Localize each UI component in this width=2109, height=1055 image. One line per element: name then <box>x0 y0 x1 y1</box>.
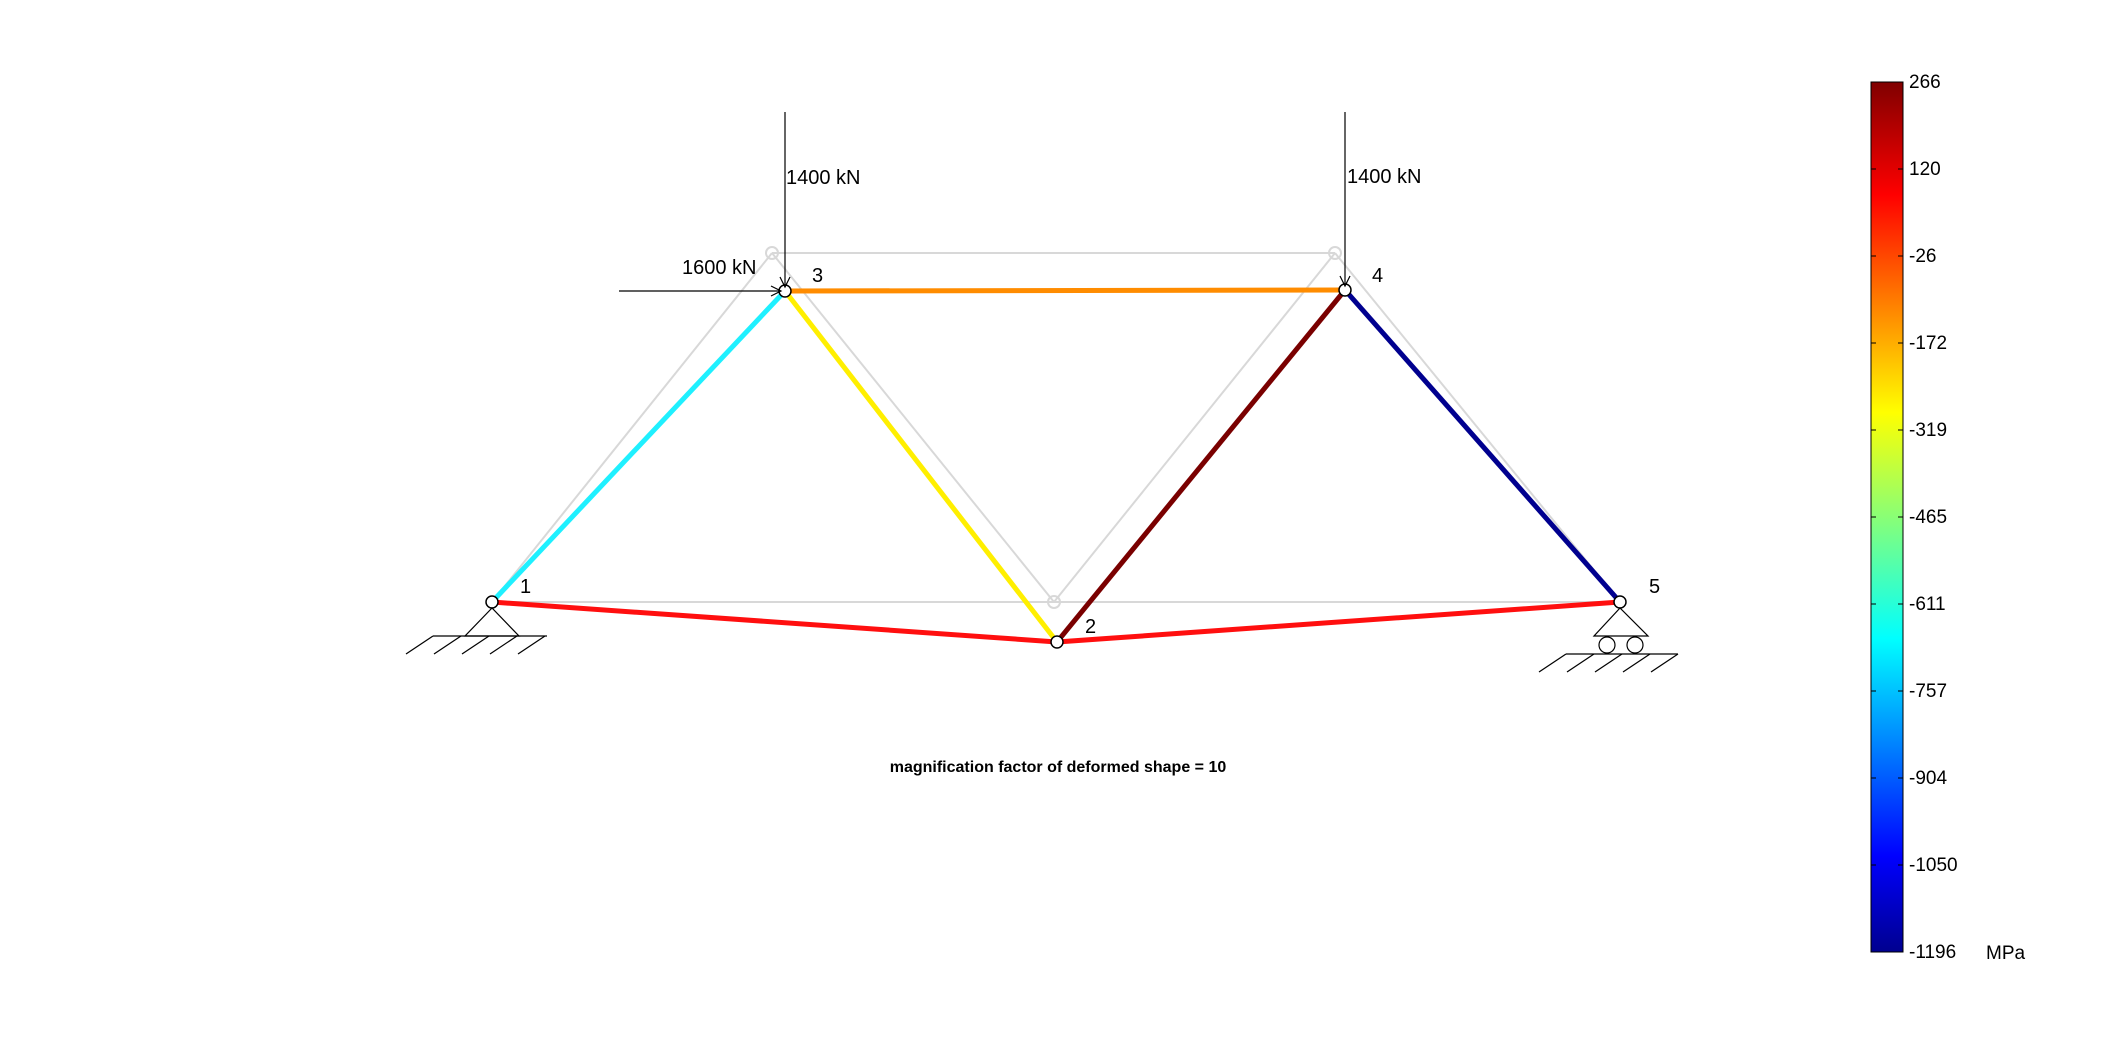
colorbar-tick-label: -1050 <box>1909 855 1958 876</box>
node-label-1: 1 <box>520 576 531 598</box>
colorbar-tick-label: 120 <box>1909 159 1941 180</box>
undeformed-member-2-4 <box>1053 252 1336 603</box>
node-label-3: 3 <box>812 265 823 287</box>
node-label-2: 2 <box>1085 616 1096 638</box>
nodes <box>485 283 1627 649</box>
colorbar-tick-label: -904 <box>1909 768 1947 789</box>
load-arrow-node-4-vertical <box>1339 112 1351 288</box>
node-2-marker <box>1050 635 1064 649</box>
pin-support-node-1 <box>405 607 547 655</box>
colorbar-unit-label: MPa <box>1986 943 2026 964</box>
undeformed-member-1-3 <box>491 252 773 603</box>
member-3-4 <box>784 287 1346 294</box>
load-label-node-3-vertical: 1400 kN <box>786 167 861 189</box>
node-1-marker <box>485 595 499 609</box>
colorbar-tick-label: -757 <box>1909 681 1947 702</box>
colorbar-tick-label: -26 <box>1909 246 1936 267</box>
member-2-4 <box>1055 288 1347 644</box>
undeformed-node-3 <box>765 246 779 260</box>
undeformed-member-3-2 <box>771 252 1055 603</box>
deformed-shape <box>490 287 1622 645</box>
colorbar-tick-label: -172 <box>1909 333 1947 354</box>
colorbar-tick-label: -465 <box>1909 507 1947 528</box>
undeformed-member-4-5 <box>1334 252 1621 603</box>
magnification-caption: magnification factor of deformed shape =… <box>890 759 1227 776</box>
load-label-node-3-horizontal: 1600 kN <box>682 257 757 279</box>
undeformed-shape <box>491 246 1621 609</box>
member-2-5 <box>1056 599 1621 645</box>
node-label-5: 5 <box>1649 576 1660 598</box>
load-label-node-4-vertical: 1400 kN <box>1347 166 1422 188</box>
member-4-5 <box>1343 288 1622 604</box>
colorbar-tick-label: -611 <box>1909 594 1946 615</box>
load-arrow-node-3-horizontal <box>619 285 783 297</box>
member-1-2 <box>491 599 1058 645</box>
undeformed-node-4 <box>1328 246 1342 260</box>
member-3-2 <box>783 289 1059 644</box>
member-1-3 <box>490 289 787 604</box>
load-arrows <box>619 112 1351 297</box>
node-5-marker <box>1613 595 1627 609</box>
load-arrow-node-3-vertical <box>779 112 791 289</box>
node-label-4: 4 <box>1372 265 1383 287</box>
roller-support-node-5 <box>1538 607 1679 673</box>
colorbar-tick-label: -1196 <box>1909 942 1956 963</box>
undeformed-node-2 <box>1047 595 1061 609</box>
colorbar-tick-label: -319 <box>1909 420 1947 441</box>
colorbar: 266 120 -26 -172 -319 -465 -611 -757 -904 -1050 -1… <box>1870 72 2026 964</box>
colorbar-ticks: 266 120 -26 -172 -319 -465 -611 -757 -904 -1050 -1… <box>1871 72 1958 963</box>
colorbar-tick-label: 266 <box>1909 72 1941 93</box>
